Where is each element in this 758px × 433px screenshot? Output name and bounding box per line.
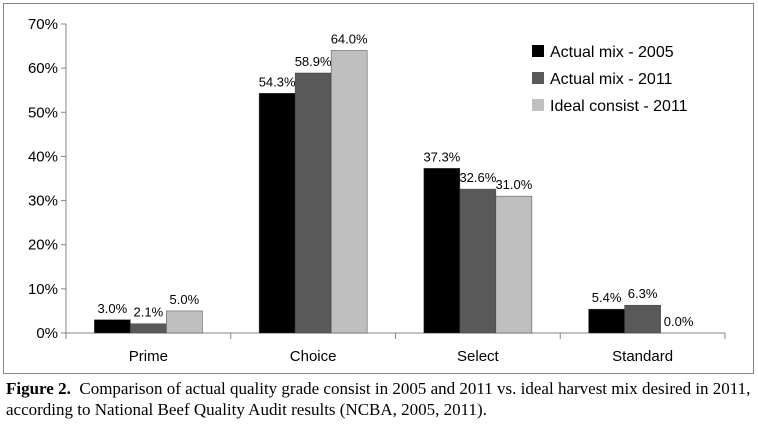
legend-swatch bbox=[532, 99, 544, 111]
y-tick-label: 40% bbox=[28, 148, 58, 165]
legend-swatch bbox=[532, 45, 544, 57]
bar-chart: 0% 10% 20% 30% 40% 50% 60% 70% Prime 3.0% 2.1% 5.0%… bbox=[28, 16, 726, 365]
y-tick-label: 50% bbox=[28, 104, 58, 121]
legend-swatch bbox=[532, 72, 544, 84]
y-tick-label: 60% bbox=[28, 60, 58, 77]
data-label: 6.3% bbox=[628, 286, 658, 301]
bar bbox=[624, 304, 661, 334]
data-label: 54.3% bbox=[259, 74, 296, 89]
bar bbox=[130, 323, 167, 334]
x-category-label: Standard bbox=[612, 348, 673, 365]
bar bbox=[294, 72, 332, 334]
y-tick-label: 30% bbox=[28, 193, 58, 210]
x-category-label: Prime bbox=[129, 348, 168, 365]
data-label: 32.6% bbox=[459, 170, 496, 185]
data-label: 58.9% bbox=[295, 54, 332, 69]
bar bbox=[588, 308, 625, 334]
data-label: 3.0% bbox=[98, 301, 128, 316]
bar bbox=[258, 93, 296, 334]
legend-label: Actual mix - 2005 bbox=[550, 44, 674, 61]
legend-label: Ideal consist - 2011 bbox=[550, 98, 688, 115]
data-label: 2.1% bbox=[134, 305, 164, 320]
bar bbox=[495, 195, 533, 334]
y-tick-label: 0% bbox=[36, 325, 58, 342]
caption-text: Comparison of actual quality grade consi… bbox=[6, 379, 751, 419]
chart-frame bbox=[3, 3, 754, 374]
data-label: 64.0% bbox=[331, 31, 368, 46]
figure-label: Figure 2. bbox=[6, 379, 71, 398]
data-label: 5.4% bbox=[592, 290, 622, 305]
y-tick-label: 20% bbox=[28, 237, 58, 254]
data-label: 37.3% bbox=[423, 149, 460, 164]
x-category-label: Select bbox=[457, 348, 500, 365]
bar bbox=[423, 168, 461, 334]
y-tick-label: 70% bbox=[28, 16, 58, 33]
legend-label: Actual mix - 2011 bbox=[550, 71, 673, 88]
bar bbox=[94, 319, 131, 334]
data-label: 5.0% bbox=[170, 292, 200, 307]
y-tick-label: 10% bbox=[28, 281, 58, 298]
data-label: 31.0% bbox=[495, 177, 532, 192]
x-category-label: Choice bbox=[290, 348, 337, 365]
bar bbox=[459, 188, 497, 334]
figure-caption: Figure 2. Comparison of actual quality g… bbox=[6, 378, 754, 420]
bar bbox=[330, 50, 368, 334]
data-label: 0.0% bbox=[664, 314, 694, 329]
bar bbox=[166, 310, 203, 334]
